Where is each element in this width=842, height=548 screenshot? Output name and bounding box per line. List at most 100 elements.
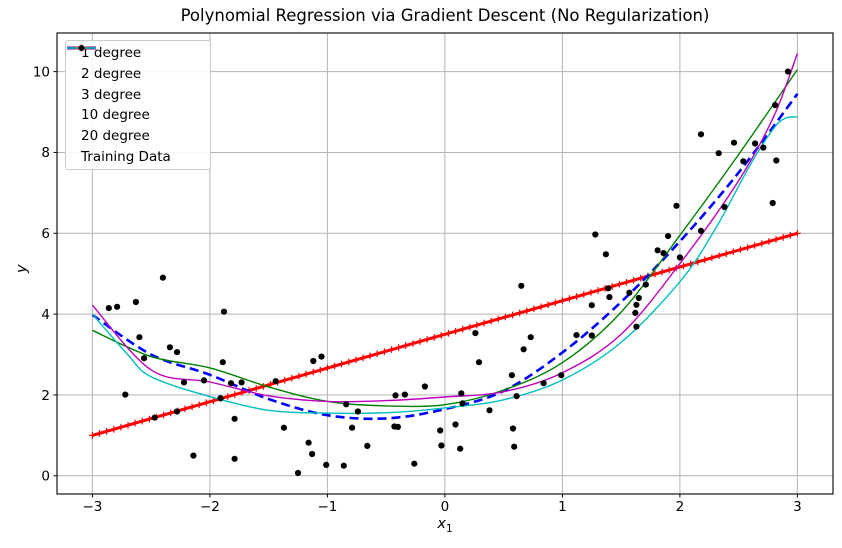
training-data-point <box>475 359 483 366</box>
training-data-point <box>486 407 493 414</box>
training-data-point <box>697 227 705 234</box>
training-data-point <box>391 423 398 430</box>
x-tick-label: −3 <box>82 499 102 515</box>
training-data-point <box>676 254 684 261</box>
training-data-point <box>752 140 759 147</box>
training-data-point <box>527 334 534 341</box>
training-data-point <box>558 372 565 379</box>
training-data-point <box>105 305 112 312</box>
training-data-point <box>772 102 779 109</box>
training-data-point <box>635 294 642 302</box>
training-data-point <box>411 460 418 467</box>
training-data-point <box>151 414 158 421</box>
legend-label: 3 degree <box>81 86 142 103</box>
y-tick-label: 2 <box>41 388 50 404</box>
training-data-point <box>354 408 361 415</box>
training-data-point <box>437 427 444 434</box>
training-data-point <box>340 462 347 469</box>
training-data-point <box>122 391 129 398</box>
training-data-point <box>509 425 517 432</box>
training-data-point <box>721 203 728 211</box>
training-data-point <box>349 424 356 431</box>
training-data-point <box>660 250 667 257</box>
training-data-point <box>697 131 705 138</box>
training-data-point <box>459 400 466 407</box>
legend-label: 20 degree <box>81 127 150 144</box>
training-data-point <box>588 302 595 309</box>
training-data-point <box>173 408 181 415</box>
legend-label: 2 degree <box>81 65 142 82</box>
legend-entry-2-degree: 2 degree <box>66 46 210 84</box>
x-tick-label: 2 <box>676 499 685 515</box>
training-data-point <box>642 281 649 288</box>
training-data-point <box>231 455 238 462</box>
training-data-point <box>364 442 371 449</box>
training-data-point <box>605 285 612 292</box>
training-data-point <box>421 383 428 390</box>
training-data-point <box>280 424 287 431</box>
training-data-point <box>310 357 317 365</box>
training-data-point <box>238 379 245 386</box>
legend-label: 1 degree <box>81 45 142 62</box>
dot-sample-icon <box>78 45 85 51</box>
training-data-point <box>200 377 208 384</box>
training-data-point <box>190 452 197 459</box>
legend-entry-10-degree: 10 degree <box>66 47 210 125</box>
training-data-point <box>294 469 302 477</box>
chart-title: Polynomial Regression via Gradient Desce… <box>180 6 710 25</box>
training-data-point <box>740 158 747 165</box>
training-data-point <box>784 68 792 75</box>
training-data-point <box>508 372 515 379</box>
legend: 1 degree 2 degree 3 degree 10 degree 20 degr… <box>65 40 211 170</box>
training-data-point <box>673 202 680 209</box>
training-data-point <box>592 231 599 238</box>
legend-entry-training-data: Training Data <box>66 45 210 167</box>
training-data-point <box>540 380 547 387</box>
training-data-point <box>159 274 166 281</box>
series-line-20-degree <box>91 116 798 415</box>
x-tick-label: −1 <box>317 499 337 515</box>
training-data-point <box>633 301 640 308</box>
y-tick-label: 4 <box>41 307 50 323</box>
training-data-point <box>715 150 722 157</box>
training-data-point <box>588 332 595 339</box>
training-data-point <box>626 289 633 296</box>
legend-label: Training Data <box>81 148 171 165</box>
training-data-point <box>632 309 639 316</box>
training-data-point <box>760 144 767 151</box>
training-data-point <box>401 391 408 398</box>
training-data-point <box>217 395 224 402</box>
training-data-point <box>323 461 330 468</box>
training-data-point <box>472 330 479 337</box>
y-tick-label: 10 <box>33 64 50 80</box>
legend-entry-3-degree: 3 degree <box>66 47 210 105</box>
training-data-point <box>219 359 226 366</box>
x-tick-label: 3 <box>793 499 802 515</box>
training-data-point <box>665 233 672 240</box>
training-data-point <box>654 247 661 254</box>
training-data-point <box>305 439 312 446</box>
x-tick-label: −2 <box>200 499 220 515</box>
training-data-point <box>633 323 640 330</box>
training-data-point <box>520 346 527 353</box>
training-data-point <box>511 443 518 450</box>
training-data-point <box>343 401 350 408</box>
y-tick-label: 0 <box>41 469 50 485</box>
x-tick-label: 1 <box>558 499 567 515</box>
training-data-point <box>136 334 143 341</box>
training-data-point <box>773 157 780 164</box>
training-data-point <box>458 390 465 397</box>
training-data-point <box>231 415 238 422</box>
training-data-point <box>513 393 520 400</box>
training-data-point <box>166 344 173 351</box>
training-data-point <box>518 282 525 289</box>
training-data-point <box>132 298 139 306</box>
training-data-point <box>438 442 445 449</box>
training-data-point <box>227 380 235 387</box>
training-data-point <box>173 349 181 356</box>
x-tick-label: 0 <box>441 499 450 515</box>
y-tick-label: 8 <box>41 145 50 161</box>
training-data-point <box>318 353 325 360</box>
training-data-point <box>573 332 580 339</box>
training-data-point <box>769 199 776 207</box>
